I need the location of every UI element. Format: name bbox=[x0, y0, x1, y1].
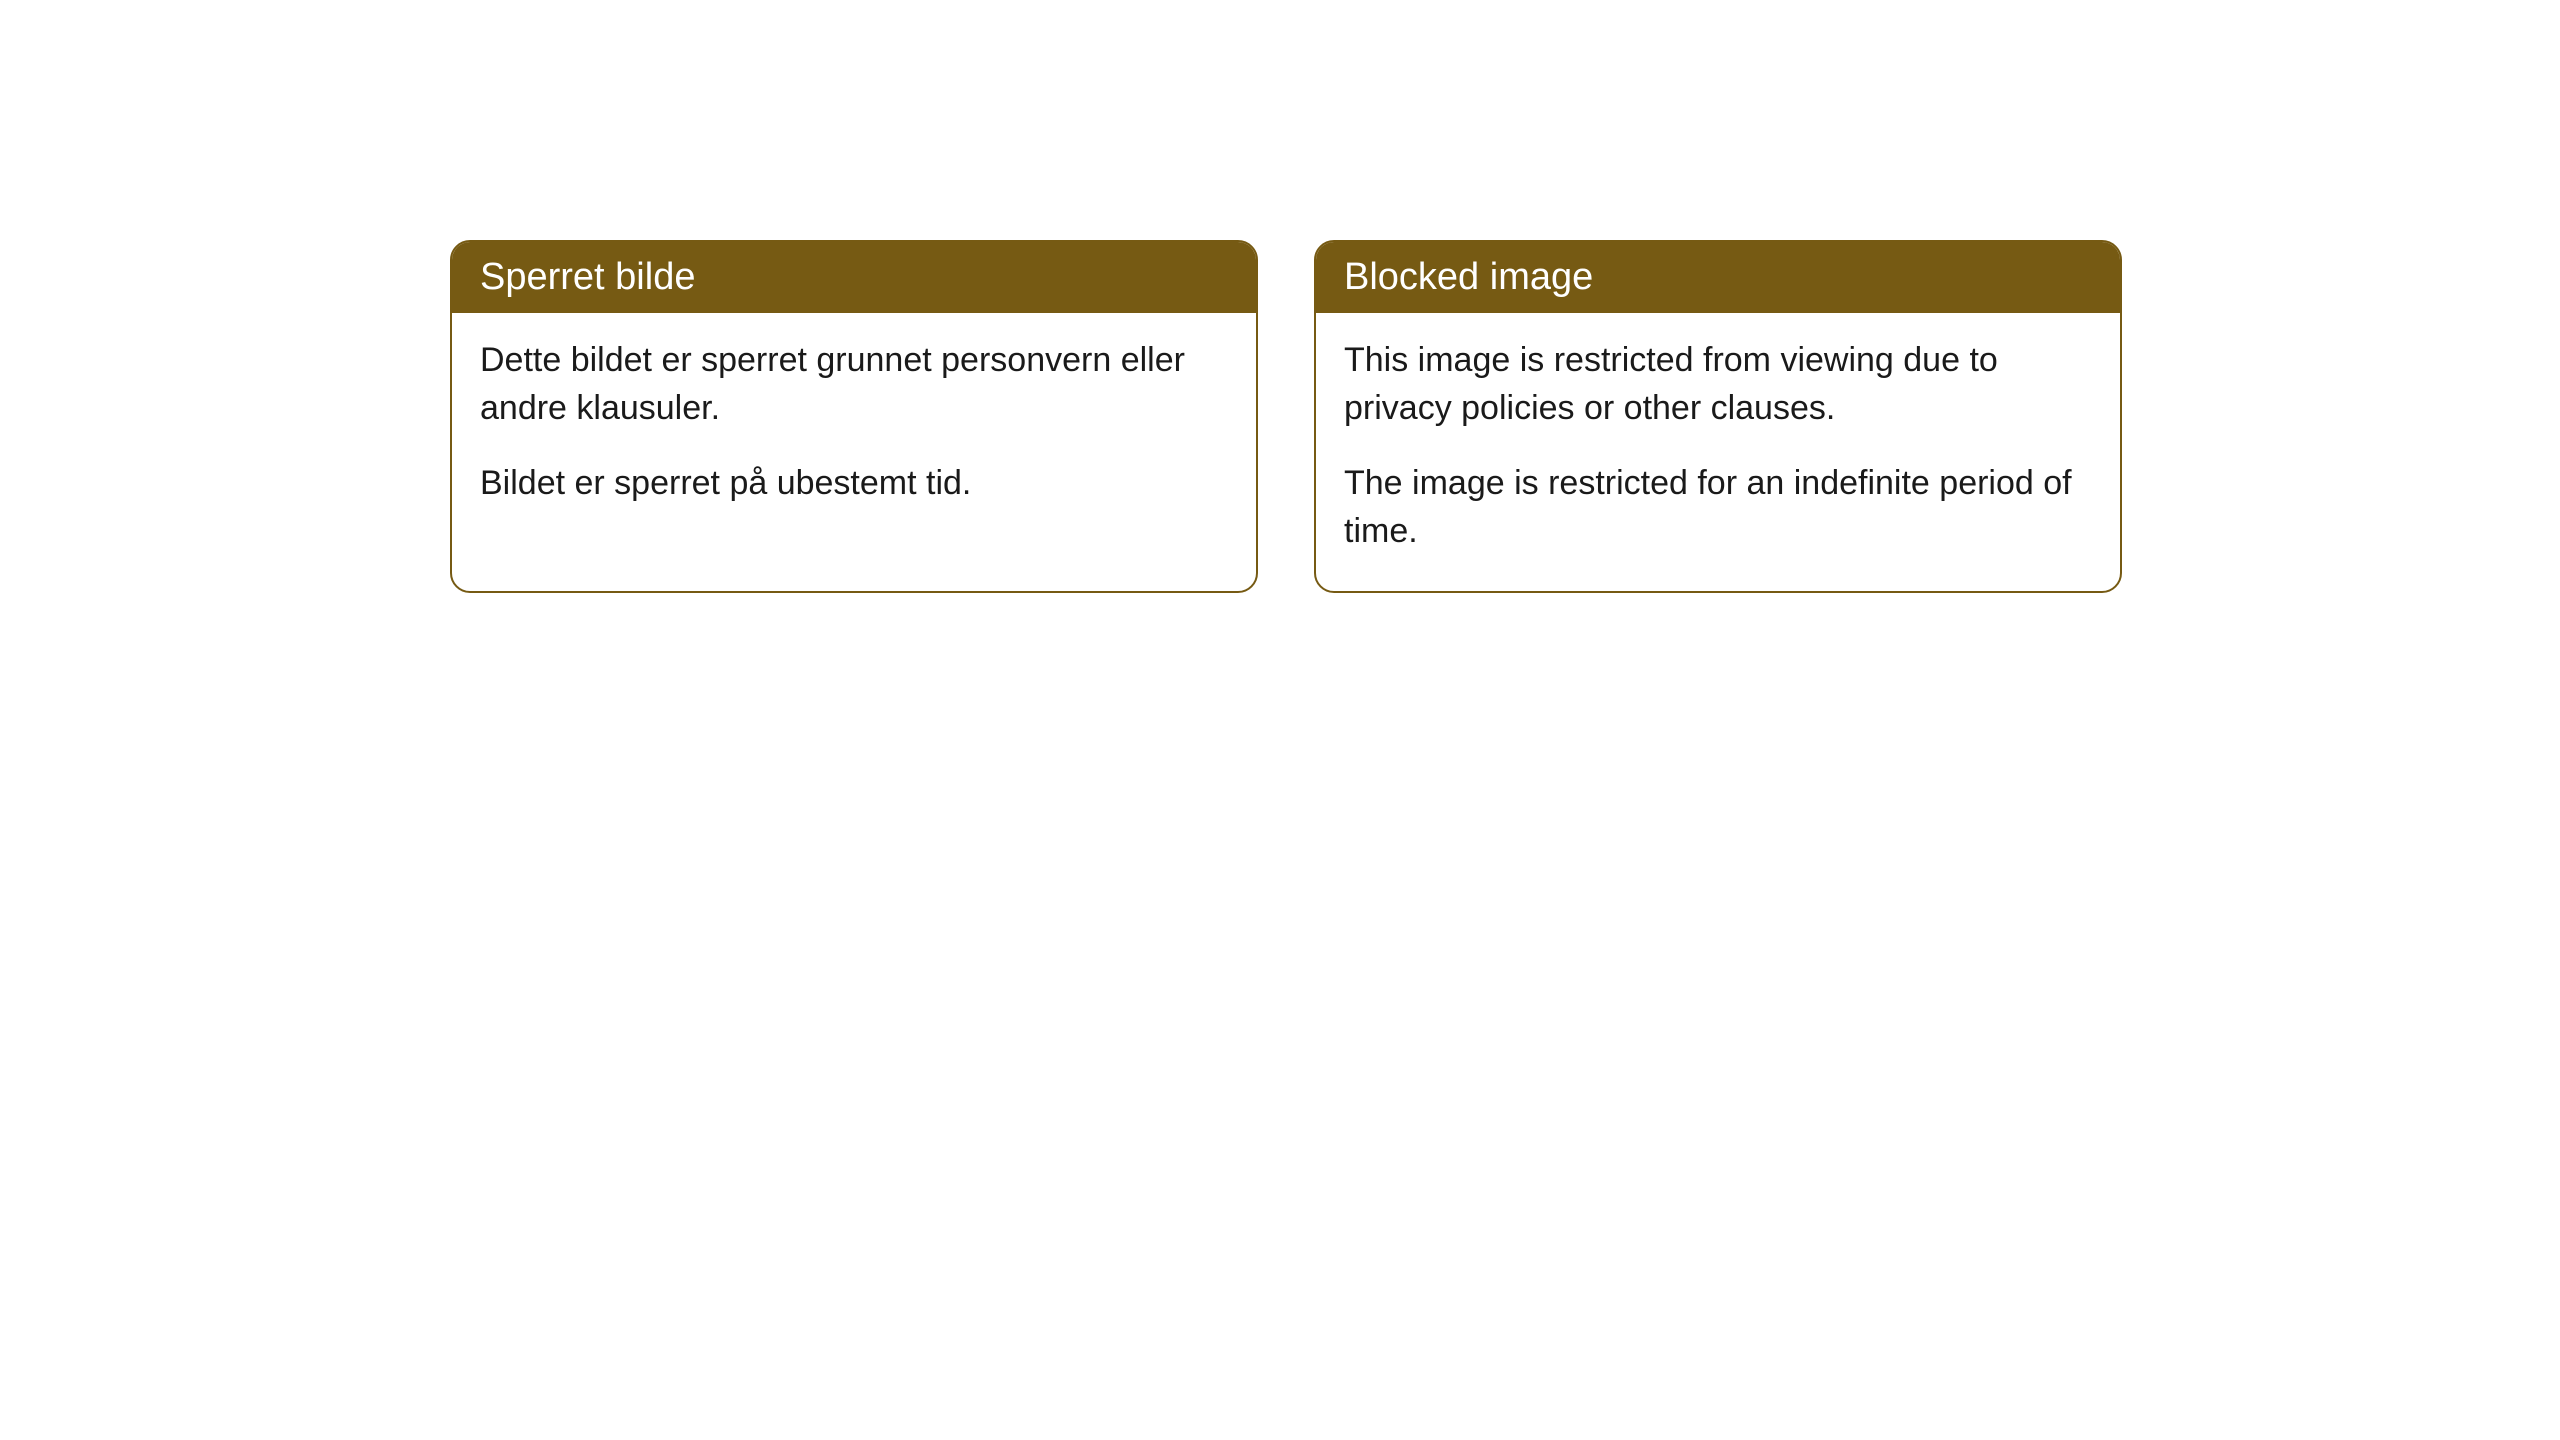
card-header: Blocked image bbox=[1316, 242, 2120, 313]
cards-container: Sperret bilde Dette bildet er sperret gr… bbox=[450, 240, 2122, 593]
card-title: Blocked image bbox=[1344, 256, 1593, 298]
card-title: Sperret bilde bbox=[480, 256, 695, 298]
card-paragraph-1: This image is restricted from viewing du… bbox=[1344, 337, 2092, 432]
card-paragraph-2: Bildet er sperret på ubestemt tid. bbox=[480, 460, 1228, 508]
card-paragraph-1: Dette bildet er sperret grunnet personve… bbox=[480, 337, 1228, 432]
card-header: Sperret bilde bbox=[452, 242, 1256, 313]
blocked-image-card-norwegian: Sperret bilde Dette bildet er sperret gr… bbox=[450, 240, 1258, 593]
card-paragraph-2: The image is restricted for an indefinit… bbox=[1344, 460, 2092, 555]
card-body: Dette bildet er sperret grunnet personve… bbox=[452, 313, 1256, 544]
card-body: This image is restricted from viewing du… bbox=[1316, 313, 2120, 591]
blocked-image-card-english: Blocked image This image is restricted f… bbox=[1314, 240, 2122, 593]
